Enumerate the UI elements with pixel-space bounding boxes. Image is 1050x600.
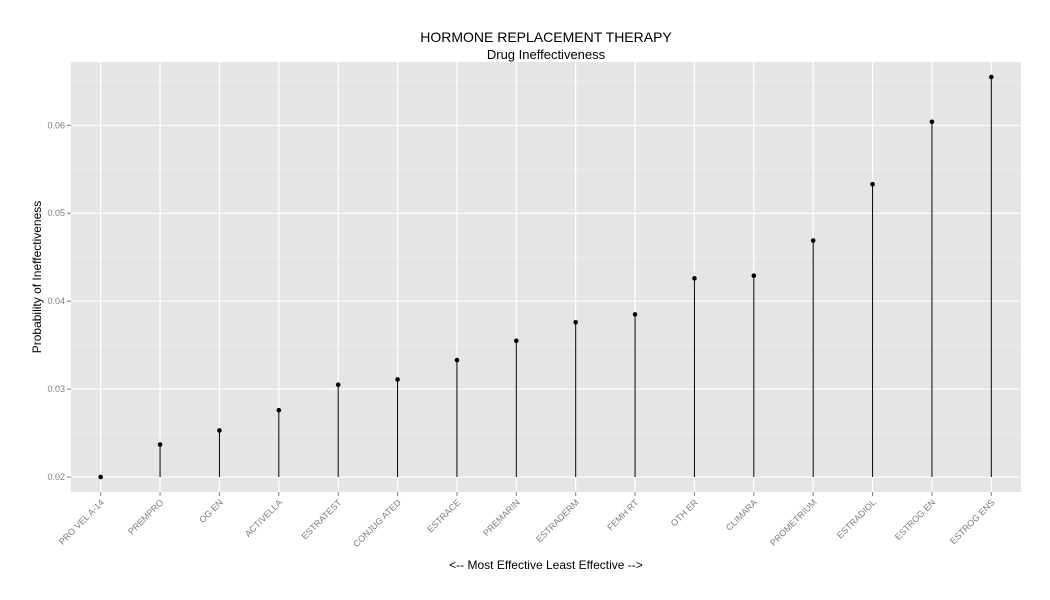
chart-title: HORMONE REPLACEMENT THERAPY bbox=[420, 29, 672, 45]
x-tick-label: ACTIVELLA bbox=[243, 497, 284, 538]
x-tick-label: ESTRADERM bbox=[534, 497, 581, 544]
x-tick-label: FEMH RT bbox=[605, 497, 641, 533]
point-oth-er bbox=[692, 276, 697, 281]
x-axis-title: <-- Most Effective Least Effective --> bbox=[449, 558, 643, 572]
point-premarin bbox=[514, 338, 519, 344]
point-estratest bbox=[335, 382, 341, 388]
point-climara bbox=[751, 273, 757, 278]
y-tick-label: 0.05 bbox=[47, 208, 65, 218]
x-tick-label: PREMARIN bbox=[481, 497, 522, 538]
plot-panel bbox=[71, 62, 1021, 492]
point-estrace bbox=[454, 357, 460, 363]
x-tick-label: PRO VEL A-14 bbox=[57, 497, 106, 546]
point-estradiol bbox=[870, 181, 875, 187]
point-prempro bbox=[157, 442, 163, 447]
point-estrog-en bbox=[929, 119, 935, 125]
x-tick-label: PREMPRO bbox=[126, 497, 165, 536]
plot-area: 0.02 0.03 0.04 0.05 0.06 PRO VEL A-14 PREMPRO O… bbox=[47, 62, 1021, 549]
x-tick-label: ESTROG ENS bbox=[948, 497, 997, 546]
point-femh-rt bbox=[632, 312, 638, 317]
x-tick-label: ESTROG EN bbox=[893, 497, 938, 542]
point-estraderm bbox=[573, 319, 578, 325]
x-tick-label: ESTRACE bbox=[425, 497, 462, 534]
point-prometrium bbox=[810, 238, 816, 243]
y-tick-label: 0.02 bbox=[47, 472, 65, 482]
x-tick-label: ESTRADIOL bbox=[835, 497, 878, 540]
point-og-en bbox=[217, 428, 222, 433]
y-tick-label: 0.06 bbox=[47, 120, 65, 130]
x-tick-label: OG EN bbox=[197, 497, 225, 525]
x-tick-label: OTH ER bbox=[669, 497, 700, 528]
chart-subtitle: Drug Ineffectiveness bbox=[487, 47, 606, 62]
x-tick-label: CONJUG ATED bbox=[351, 497, 403, 549]
y-tick-label: 0.04 bbox=[47, 296, 65, 306]
point-estrog-ens bbox=[989, 74, 994, 80]
x-tick-label: PROMETRIUM bbox=[768, 497, 819, 548]
x-tick-label: CLIMARA bbox=[724, 497, 759, 532]
y-axis-title: Probability of Ineffectiveness bbox=[30, 201, 44, 354]
point-conjug-ated bbox=[395, 377, 400, 382]
point-activella bbox=[276, 407, 282, 413]
point-pro-vel-a-14 bbox=[98, 474, 103, 480]
y-tick-label: 0.03 bbox=[47, 384, 65, 394]
x-tick-label: ESTRATEST bbox=[300, 497, 344, 541]
